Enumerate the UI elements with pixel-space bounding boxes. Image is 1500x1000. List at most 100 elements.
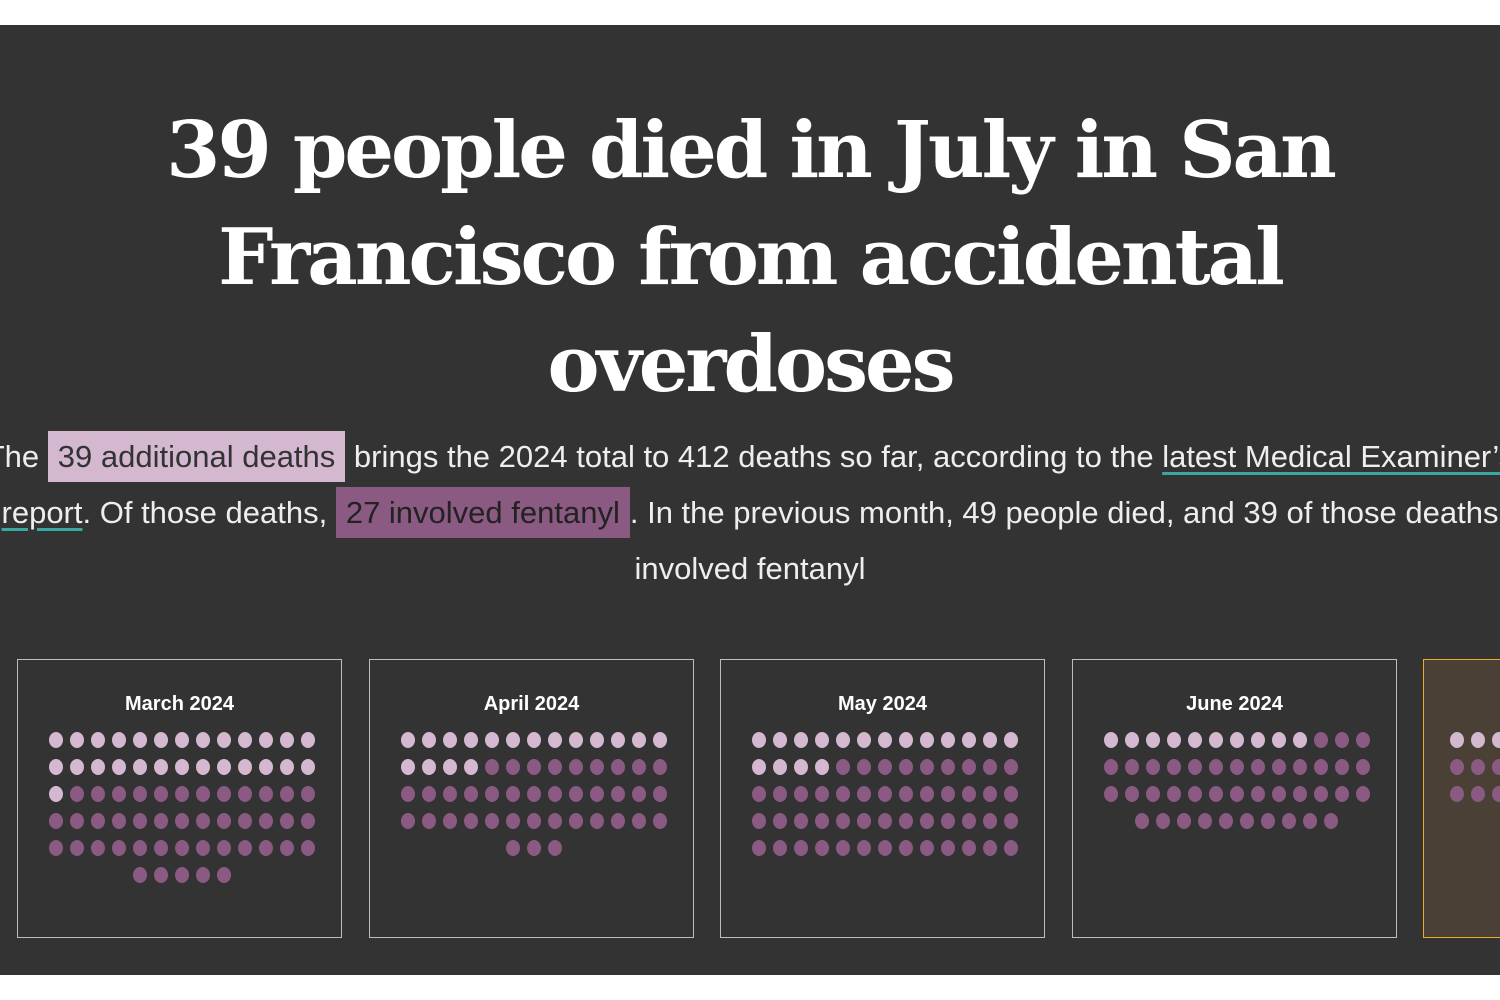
other-death-dot [400, 732, 415, 748]
fentanyl-death-dot [877, 813, 892, 829]
fentanyl-death-dot [877, 786, 892, 802]
other-death-dot [568, 732, 583, 748]
other-death-dot [258, 732, 273, 748]
fentanyl-death-dot [1187, 759, 1202, 775]
fentanyl-death-dot [216, 867, 231, 883]
fentanyl-death-dot [421, 813, 436, 829]
fentanyl-death-dot [237, 840, 252, 856]
fentanyl-death-dot [463, 786, 478, 802]
dot-row [1450, 732, 1500, 748]
fentanyl-death-dot [589, 786, 604, 802]
other-death-dot [751, 759, 766, 775]
fentanyl-death-dot [484, 813, 499, 829]
headline-line: 39 people died in July in San [166, 105, 1337, 196]
fentanyl-death-dot [1103, 759, 1118, 775]
other-death-dot [814, 759, 829, 775]
overdose-graphic: 39 people died in July in San Francisco … [0, 25, 1500, 975]
lede-text: brings the 2024 total to 412 deaths so f… [345, 439, 1163, 474]
fentanyl-death-dot [898, 840, 913, 856]
other-death-dot [48, 732, 63, 748]
other-death-dot [898, 732, 913, 748]
fentanyl-death-dot [442, 813, 457, 829]
other-death-dot [258, 759, 273, 775]
fentanyl-death-dot [1471, 759, 1485, 775]
other-death-dot [1145, 732, 1160, 748]
fentanyl-death-dot [940, 840, 955, 856]
other-death-dot [48, 759, 63, 775]
fentanyl-death-dot [258, 840, 273, 856]
fentanyl-death-dot [814, 813, 829, 829]
fentanyl-death-dot [1313, 732, 1328, 748]
dot-row [747, 732, 1022, 748]
fentanyl-death-dot [1145, 786, 1160, 802]
fentanyl-death-dot [1003, 813, 1018, 829]
fentanyl-death-dot [793, 840, 808, 856]
fentanyl-death-dot [153, 786, 168, 802]
dot-row [396, 786, 671, 802]
fentanyl-death-dot [1003, 840, 1018, 856]
headline-line: overdoses [547, 319, 955, 410]
other-death-dot [279, 732, 294, 748]
fentanyl-death-dot [69, 840, 84, 856]
fentanyl-death-dot [153, 840, 168, 856]
fentanyl-death-dot [505, 786, 520, 802]
death-dots [1099, 732, 1374, 840]
fentanyl-death-dot [982, 840, 997, 856]
fentanyl-death-dot [400, 786, 415, 802]
fentanyl-death-dot [463, 813, 478, 829]
month-card: May 2024 [720, 659, 1045, 938]
death-dots [1450, 732, 1500, 813]
lede-text: . Of those deaths, [82, 495, 336, 530]
fentanyl-death-dot [1166, 786, 1181, 802]
fentanyl-death-dot [111, 840, 126, 856]
fentanyl-death-dot [526, 786, 541, 802]
fentanyl-death-dot [835, 813, 850, 829]
fentanyl-death-dot [505, 813, 520, 829]
fentanyl-death-dot [1229, 759, 1244, 775]
fentanyl-death-dot [751, 840, 766, 856]
other-death-dot [1003, 732, 1018, 748]
other-death-dot [856, 732, 871, 748]
dot-row [44, 732, 319, 748]
fentanyl-death-dot [919, 813, 934, 829]
other-death-dot [1124, 732, 1139, 748]
fentanyl-death-dot [442, 786, 457, 802]
fentanyl-death-dot [216, 840, 231, 856]
dot-row [1099, 813, 1374, 829]
medical-examiner-report-link[interactable]: latest Medical Examiner’s report [1, 439, 1500, 530]
other-death-dot [216, 759, 231, 775]
fentanyl-death-dot [652, 786, 667, 802]
fentanyl-death-dot [961, 840, 976, 856]
other-death-dot [442, 732, 457, 748]
fentanyl-death-dot [652, 759, 667, 775]
fentanyl-death-dot [132, 840, 147, 856]
other-death-dot [48, 786, 63, 802]
fentanyl-death-dot [982, 813, 997, 829]
month-label: June 2024 [1186, 693, 1283, 715]
fentanyl-death-dot [195, 867, 210, 883]
other-death-dot [589, 732, 604, 748]
fentanyl-death-dot [69, 786, 84, 802]
fentanyl-death-dot [48, 813, 63, 829]
fentanyl-death-dot [111, 786, 126, 802]
fentanyl-death-dot [174, 840, 189, 856]
other-death-dot [961, 732, 976, 748]
fentanyl-death-dot [1324, 813, 1338, 829]
fentanyl-deaths-highlight: 27 involved fentanyl [335, 487, 630, 538]
fentanyl-death-dot [772, 786, 787, 802]
fentanyl-death-dot [1124, 786, 1139, 802]
total-deaths-highlight: 39 additional deaths [47, 431, 346, 482]
dot-row [1450, 759, 1500, 775]
fentanyl-death-dot [568, 813, 583, 829]
other-death-dot [153, 759, 168, 775]
fentanyl-death-dot [568, 786, 583, 802]
other-death-dot [237, 732, 252, 748]
other-death-dot [940, 732, 955, 748]
fentanyl-death-dot [547, 840, 562, 856]
fentanyl-death-dot [421, 786, 436, 802]
fentanyl-death-dot [1355, 786, 1370, 802]
other-death-dot [814, 732, 829, 748]
other-death-dot [793, 759, 808, 775]
fentanyl-death-dot [237, 786, 252, 802]
other-death-dot [421, 732, 436, 748]
